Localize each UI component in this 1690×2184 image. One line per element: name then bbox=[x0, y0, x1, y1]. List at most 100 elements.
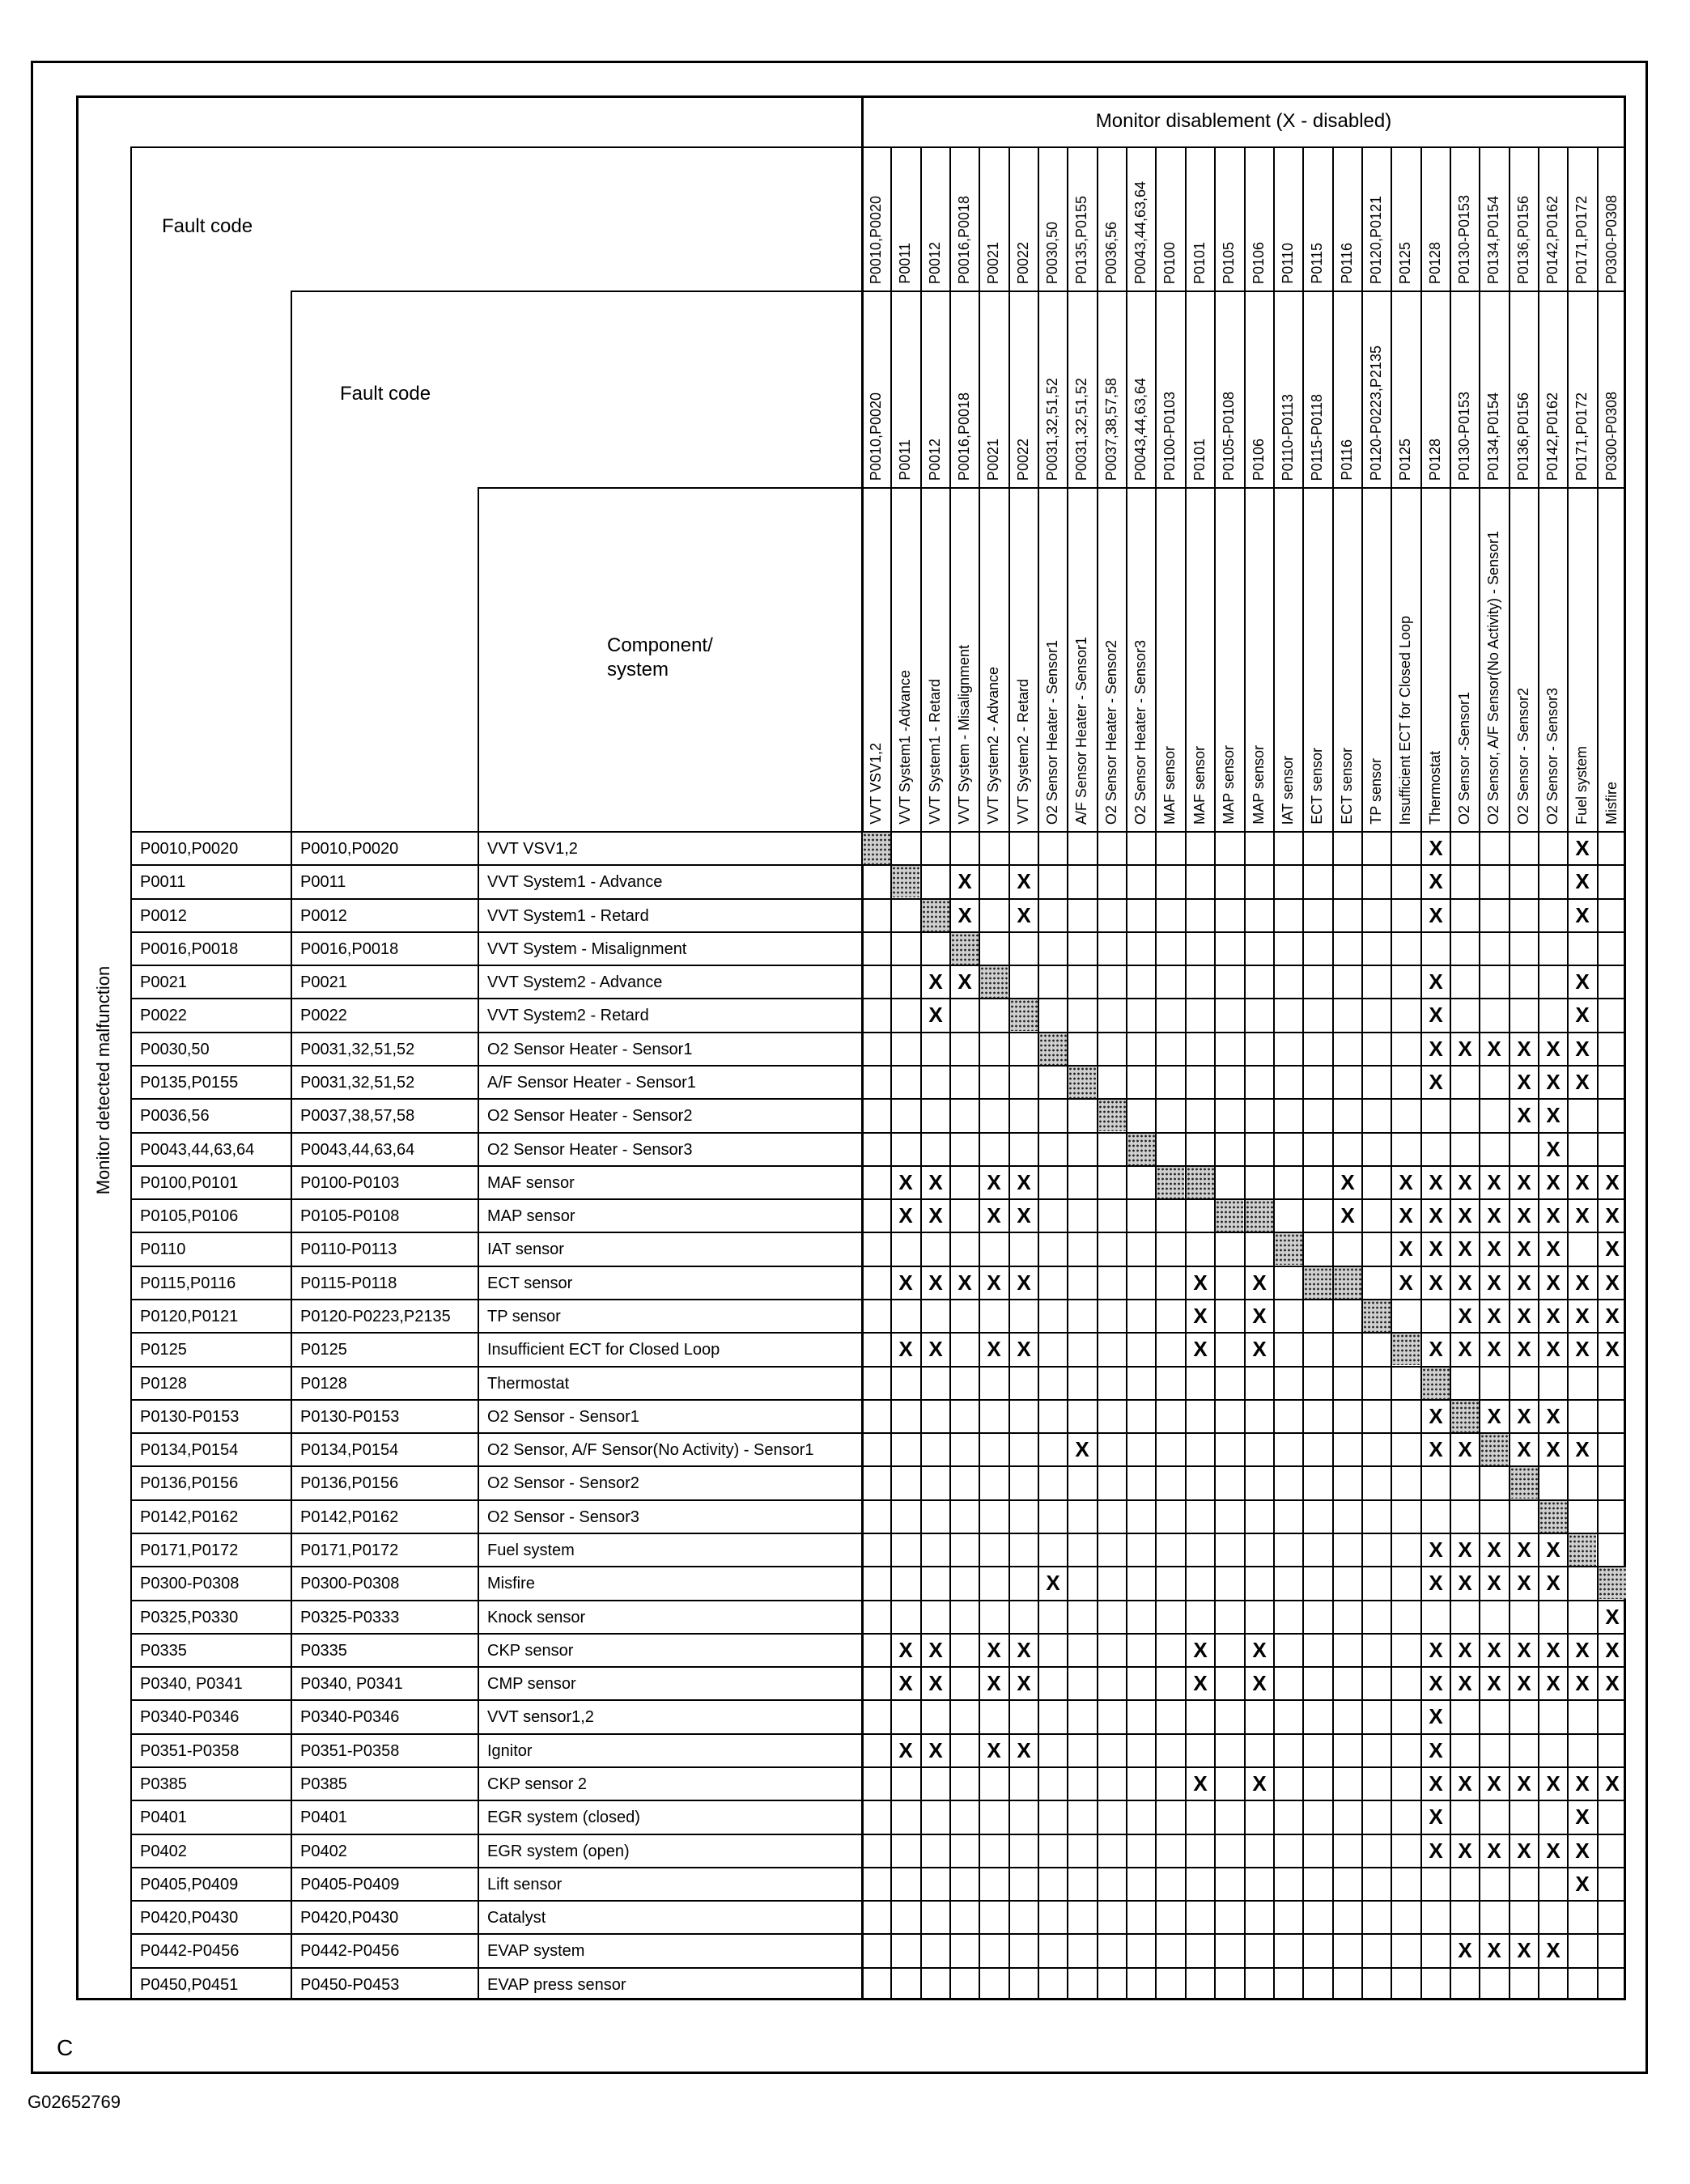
row-range: P0105-P0108 bbox=[300, 1207, 400, 1225]
row-code: P0010,P0020 bbox=[140, 840, 239, 858]
column-header-range-text: P0105-P0108 bbox=[1220, 391, 1237, 481]
disabled-x-mark: X bbox=[1458, 1671, 1472, 1695]
row-code: P0450,P0451 bbox=[140, 1976, 239, 1994]
disabled-x-mark: X bbox=[1605, 1771, 1620, 1796]
disabled-x-mark: X bbox=[1575, 1003, 1590, 1027]
row-range: P0100-P0103 bbox=[300, 1174, 400, 1192]
disabled-x-mark: X bbox=[1546, 1270, 1560, 1295]
row-line bbox=[130, 1600, 1626, 1601]
column-header-component-text: O2 Sensor Heater - Sensor3 bbox=[1132, 639, 1149, 825]
disabled-x-mark: X bbox=[1487, 1771, 1501, 1796]
disabled-x-mark: X bbox=[1429, 903, 1443, 927]
column-header-range: P0136,P0156 bbox=[1509, 292, 1538, 486]
row-range: P0402 bbox=[300, 1843, 347, 1860]
disabled-x-mark: X bbox=[1575, 1838, 1590, 1863]
column-line bbox=[1509, 146, 1510, 2000]
column-header-component: MAP sensor bbox=[1214, 489, 1243, 829]
disabled-x-mark: X bbox=[1429, 1704, 1443, 1728]
row-code: P0134,P0154 bbox=[140, 1441, 239, 1459]
row-line bbox=[130, 1499, 1626, 1501]
column-header-range: P0010,P0020 bbox=[861, 292, 890, 486]
column-header-code: P0116 bbox=[1332, 148, 1361, 289]
disabled-x-mark: X bbox=[1517, 1938, 1531, 1962]
self-diagnosis-shaded-cell bbox=[951, 933, 979, 965]
column-header-code: P0120,P0121 bbox=[1361, 148, 1391, 289]
column-header-component: MAF sensor bbox=[1185, 489, 1214, 829]
row-component: TP sensor bbox=[487, 1308, 561, 1325]
column-header-component: MAF sensor bbox=[1155, 489, 1184, 829]
disabled-x-mark: X bbox=[1017, 903, 1031, 927]
header-row3-line bbox=[861, 487, 1626, 489]
disabled-x-mark: X bbox=[1605, 1170, 1620, 1194]
row-component: Insufficient ECT for Closed Loop bbox=[487, 1341, 720, 1359]
disabled-x-mark: X bbox=[1458, 1571, 1472, 1595]
disabled-x-mark: X bbox=[1517, 1103, 1531, 1127]
disabled-x-mark: X bbox=[1517, 1037, 1531, 1061]
disabled-x-mark: X bbox=[1605, 1605, 1620, 1629]
column-header-code-text: P0010,P0020 bbox=[867, 195, 884, 284]
disabled-x-mark: X bbox=[1546, 1037, 1560, 1061]
column-header-range: P0171,P0172 bbox=[1567, 292, 1596, 486]
self-diagnosis-shaded-cell bbox=[1039, 1033, 1067, 1065]
disabled-x-mark: X bbox=[1575, 1437, 1590, 1461]
disabled-x-mark: X bbox=[928, 1270, 943, 1295]
disabled-x-mark: X bbox=[987, 1270, 1001, 1295]
column-header-code-text: P0135,P0155 bbox=[1072, 195, 1089, 284]
disabled-x-mark: X bbox=[1458, 1037, 1472, 1061]
disabled-x-mark: X bbox=[1546, 1537, 1560, 1562]
column-header-code-text: P0021 bbox=[984, 241, 1001, 284]
disabled-x-mark: X bbox=[928, 969, 943, 994]
row-range: P0442-P0456 bbox=[300, 1942, 400, 1960]
row-line bbox=[130, 1733, 1626, 1735]
column-header-component-text: VVT System1 -Advance bbox=[896, 670, 913, 825]
column-header-code: P0171,P0172 bbox=[1567, 148, 1596, 289]
disabled-x-mark: X bbox=[898, 1270, 913, 1295]
row-range: P0031,32,51,52 bbox=[300, 1041, 415, 1058]
row-code: P0420,P0430 bbox=[140, 1909, 239, 1927]
self-diagnosis-shaded-cell bbox=[1539, 1501, 1567, 1533]
column-header-code: P0036,56 bbox=[1097, 148, 1126, 289]
row-line bbox=[130, 1699, 1626, 1701]
disabled-x-mark: X bbox=[1487, 1170, 1501, 1194]
self-diagnosis-shaded-cell bbox=[1275, 1233, 1302, 1265]
column-header-code: P0142,P0162 bbox=[1538, 148, 1567, 289]
row-line bbox=[130, 1232, 1626, 1233]
disabled-x-mark: X bbox=[1575, 1671, 1590, 1695]
self-diagnosis-shaded-cell bbox=[1422, 1368, 1450, 1399]
row-line bbox=[130, 1366, 1626, 1368]
column-header-code: P0134,P0154 bbox=[1479, 148, 1508, 289]
disabled-x-mark: X bbox=[1429, 1337, 1443, 1361]
column-line bbox=[979, 146, 980, 2000]
column-line bbox=[1420, 146, 1422, 2000]
row-line bbox=[130, 1566, 1626, 1567]
disabled-x-mark: X bbox=[1517, 1638, 1531, 1662]
column-line bbox=[1214, 146, 1216, 2000]
row-line bbox=[130, 1533, 1626, 1534]
self-diagnosis-shaded-cell bbox=[1246, 1200, 1273, 1232]
disabled-x-mark: X bbox=[1429, 1404, 1443, 1428]
disabled-x-mark: X bbox=[1252, 1638, 1267, 1662]
column-header-component: VVT System - Misalignment bbox=[949, 489, 979, 829]
row-code: P0011 bbox=[140, 873, 186, 891]
header-top-line bbox=[130, 146, 861, 148]
column-header-code-text: P0300-P0308 bbox=[1603, 194, 1620, 284]
disabled-x-mark: X bbox=[1429, 1070, 1443, 1094]
column-header-code: P0010,P0020 bbox=[861, 148, 890, 289]
disabled-x-mark: X bbox=[958, 869, 972, 893]
row-line bbox=[130, 965, 1626, 966]
disabled-x-mark: X bbox=[1487, 1236, 1501, 1261]
disabled-x-mark: X bbox=[958, 1270, 972, 1295]
column-header-component-text: VVT System2 - Retard bbox=[1014, 679, 1031, 825]
disabled-x-mark: X bbox=[1017, 1738, 1031, 1762]
column-header-code: P0021 bbox=[979, 148, 1008, 289]
disabled-x-mark: X bbox=[1546, 1337, 1560, 1361]
row-range: P0351-P0358 bbox=[300, 1742, 400, 1760]
disabled-x-mark: X bbox=[1429, 1771, 1443, 1796]
disabled-x-mark: X bbox=[928, 1738, 943, 1762]
row-code: P0022 bbox=[140, 1007, 187, 1024]
disabled-x-mark: X bbox=[1487, 1203, 1501, 1228]
column-header-range: P0021 bbox=[979, 292, 1008, 486]
column-header-code: P0130-P0153 bbox=[1450, 148, 1479, 289]
disabled-x-mark: X bbox=[1458, 1838, 1472, 1863]
disabled-x-mark: X bbox=[1429, 1003, 1443, 1027]
